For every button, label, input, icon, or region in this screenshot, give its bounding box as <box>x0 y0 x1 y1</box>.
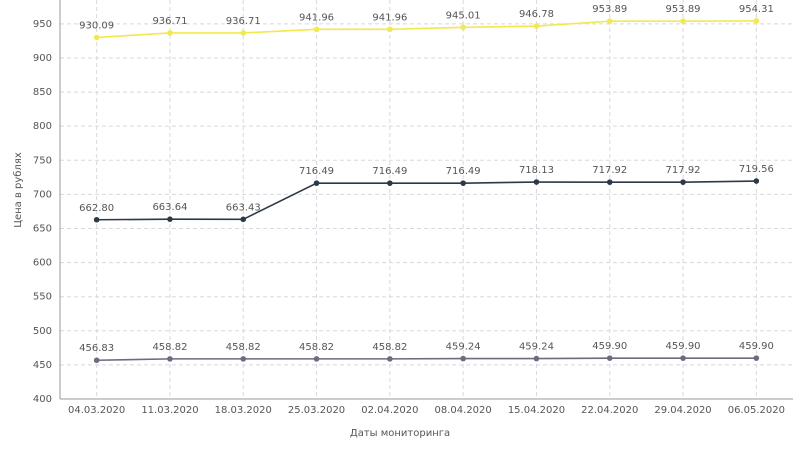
x-tick-label: 08.04.2020 <box>435 405 492 416</box>
data-label: 662.80 <box>79 203 114 214</box>
data-label: 459.90 <box>666 341 701 352</box>
data-label: 459.24 <box>446 342 481 353</box>
data-point <box>313 26 320 33</box>
data-point <box>460 24 466 31</box>
y-tick-label: 900 <box>33 53 52 64</box>
data-point <box>606 18 613 25</box>
data-label: 945.01 <box>446 10 481 21</box>
data-point <box>313 356 320 362</box>
data-point <box>460 180 466 186</box>
data-point <box>753 178 760 184</box>
x-tick-label: 06.05.2020 <box>728 405 785 416</box>
data-point <box>533 179 540 185</box>
y-tick-label: 800 <box>33 121 52 132</box>
data-point <box>313 180 320 186</box>
y-tick-label: 700 <box>33 189 52 200</box>
data-point <box>753 355 760 361</box>
data-point <box>93 34 100 41</box>
data-label: 718.13 <box>519 165 554 176</box>
data-point <box>167 30 173 36</box>
data-label: 953.89 <box>592 4 627 15</box>
y-tick-label: 550 <box>33 292 52 303</box>
data-point <box>680 179 686 185</box>
y-tick-label: 750 <box>33 155 52 166</box>
data-point <box>533 355 540 362</box>
y-tick-label: 500 <box>33 326 52 337</box>
data-label: 946.78 <box>519 9 554 20</box>
data-label: 936.71 <box>226 16 261 27</box>
data-point <box>240 356 247 362</box>
data-label: 716.49 <box>446 166 481 177</box>
data-point <box>387 180 393 186</box>
x-tick-label: 15.04.2020 <box>508 405 565 416</box>
x-tick-label: 02.04.2020 <box>361 405 418 416</box>
data-label: 717.92 <box>592 165 627 176</box>
data-label: 941.96 <box>372 12 407 23</box>
y-tick-label: 650 <box>33 223 52 234</box>
data-point <box>460 355 466 362</box>
data-point <box>606 179 613 185</box>
y-tick-label: 950 <box>33 19 52 30</box>
data-label: 953.89 <box>666 4 701 15</box>
data-label: 717.92 <box>666 165 701 176</box>
series-line <box>96 357 757 362</box>
data-label: 458.82 <box>299 342 334 353</box>
data-label: 458.82 <box>226 342 261 353</box>
data-point <box>93 357 100 364</box>
data-label: 936.71 <box>152 16 187 27</box>
data-label: 719.56 <box>739 164 774 175</box>
series-line <box>96 20 757 39</box>
data-label: 458.82 <box>152 342 187 353</box>
y-tick-label: 400 <box>33 394 52 405</box>
data-label: 459.24 <box>519 342 554 353</box>
x-tick-label: 18.03.2020 <box>215 405 272 416</box>
data-point <box>606 355 613 361</box>
y-tick-label: 850 <box>33 87 52 98</box>
y-axis-label: Цена в рублях <box>13 152 24 228</box>
data-point <box>387 26 393 33</box>
data-point <box>93 216 100 223</box>
x-tick-label: 11.03.2020 <box>141 405 198 416</box>
data-label: 456.83 <box>79 343 114 354</box>
data-point <box>167 216 173 222</box>
data-label: 930.09 <box>79 20 114 31</box>
x-tick-label: 04.03.2020 <box>68 405 125 416</box>
y-tick-label: 450 <box>33 360 52 371</box>
data-point <box>240 30 247 36</box>
data-label: 941.96 <box>299 12 334 23</box>
data-point <box>533 23 540 29</box>
series-line <box>96 180 757 221</box>
data-label: 459.90 <box>592 341 627 352</box>
x-tick-label: 29.04.2020 <box>654 405 711 416</box>
data-label: 954.31 <box>739 4 774 15</box>
data-point <box>753 18 760 24</box>
y-tick-label: 600 <box>33 258 52 269</box>
x-tick-label: 22.04.2020 <box>581 405 638 416</box>
x-tick-label: 25.03.2020 <box>288 405 345 416</box>
data-label: 663.43 <box>226 202 261 213</box>
data-label: 458.82 <box>372 342 407 353</box>
data-point <box>680 18 686 25</box>
data-label: 663.64 <box>152 202 187 213</box>
data-label: 716.49 <box>372 166 407 177</box>
data-point <box>387 356 393 362</box>
data-point <box>167 356 173 362</box>
data-label: 459.90 <box>739 341 774 352</box>
data-point <box>680 355 686 361</box>
x-axis-label: Даты мониторинга <box>350 428 450 439</box>
data-point <box>240 216 247 223</box>
data-label: 716.49 <box>299 166 334 177</box>
